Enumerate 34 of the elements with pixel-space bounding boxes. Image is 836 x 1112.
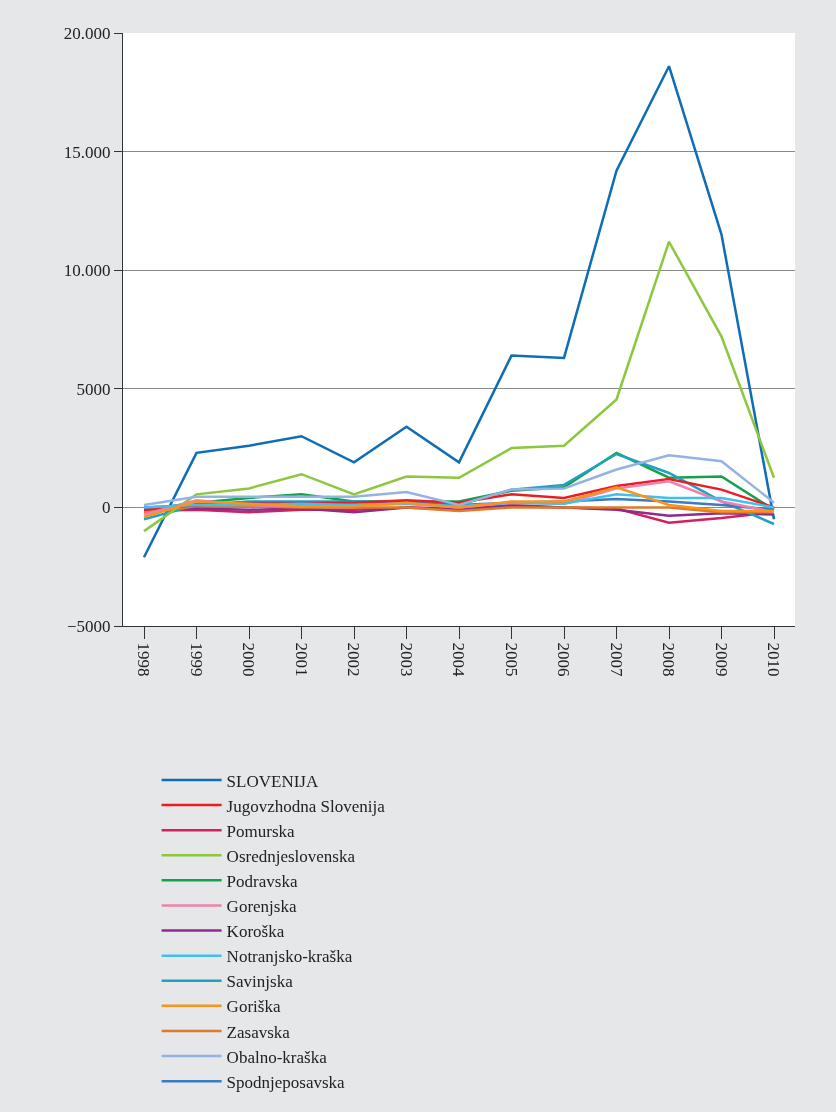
x-tick-label: 2003 xyxy=(396,642,416,677)
line-series xyxy=(142,240,776,533)
x-tick-label: 2001 xyxy=(291,642,311,677)
x-tick-label: 2000 xyxy=(239,642,259,677)
y-tick-label: 15.000 xyxy=(63,142,111,162)
x-tick-label: 2005 xyxy=(501,642,521,677)
legend-label: Goriška xyxy=(226,997,281,1017)
x-tick-label: 1998 xyxy=(134,642,154,677)
y-tick-label: 10.000 xyxy=(63,261,111,281)
x-tick-label: 2007 xyxy=(606,642,626,677)
legend-label: Spodnjeposavska xyxy=(226,1072,346,1092)
x-tick-label: 2008 xyxy=(659,642,679,677)
legend-label: Koroška xyxy=(226,922,285,942)
legend-label: Obalno-kraška xyxy=(226,1047,328,1067)
legend-label: Osrednjeslovenska xyxy=(226,846,356,866)
x-tick-label: 2010 xyxy=(764,642,784,677)
y-tick-label: 5000 xyxy=(76,379,111,399)
y-tick-label: 0 xyxy=(102,498,111,518)
legend-label: Pomurska xyxy=(226,821,296,841)
x-tick-label: 2004 xyxy=(449,642,469,677)
legend-label: Gorenjska xyxy=(226,897,297,917)
legend-label: Savinjska xyxy=(226,972,294,992)
legend-label: Zasavska xyxy=(226,1022,291,1042)
y-tick-label: −5000 xyxy=(67,616,111,636)
line-series xyxy=(142,64,776,559)
legend-label: Podravska xyxy=(226,871,298,891)
x-tick-label: 2009 xyxy=(711,642,731,677)
x-tick-label: 2002 xyxy=(344,642,364,677)
x-tick-label: 2006 xyxy=(554,642,574,677)
legend-label: Notranjsko-kraška xyxy=(226,947,353,967)
legend-label: Jugovzhodna Slovenija xyxy=(226,796,386,816)
x-tick-label: 1999 xyxy=(186,642,206,677)
legend-label: SLOVENIJA xyxy=(226,771,319,791)
y-tick-label: 20.000 xyxy=(63,23,111,43)
